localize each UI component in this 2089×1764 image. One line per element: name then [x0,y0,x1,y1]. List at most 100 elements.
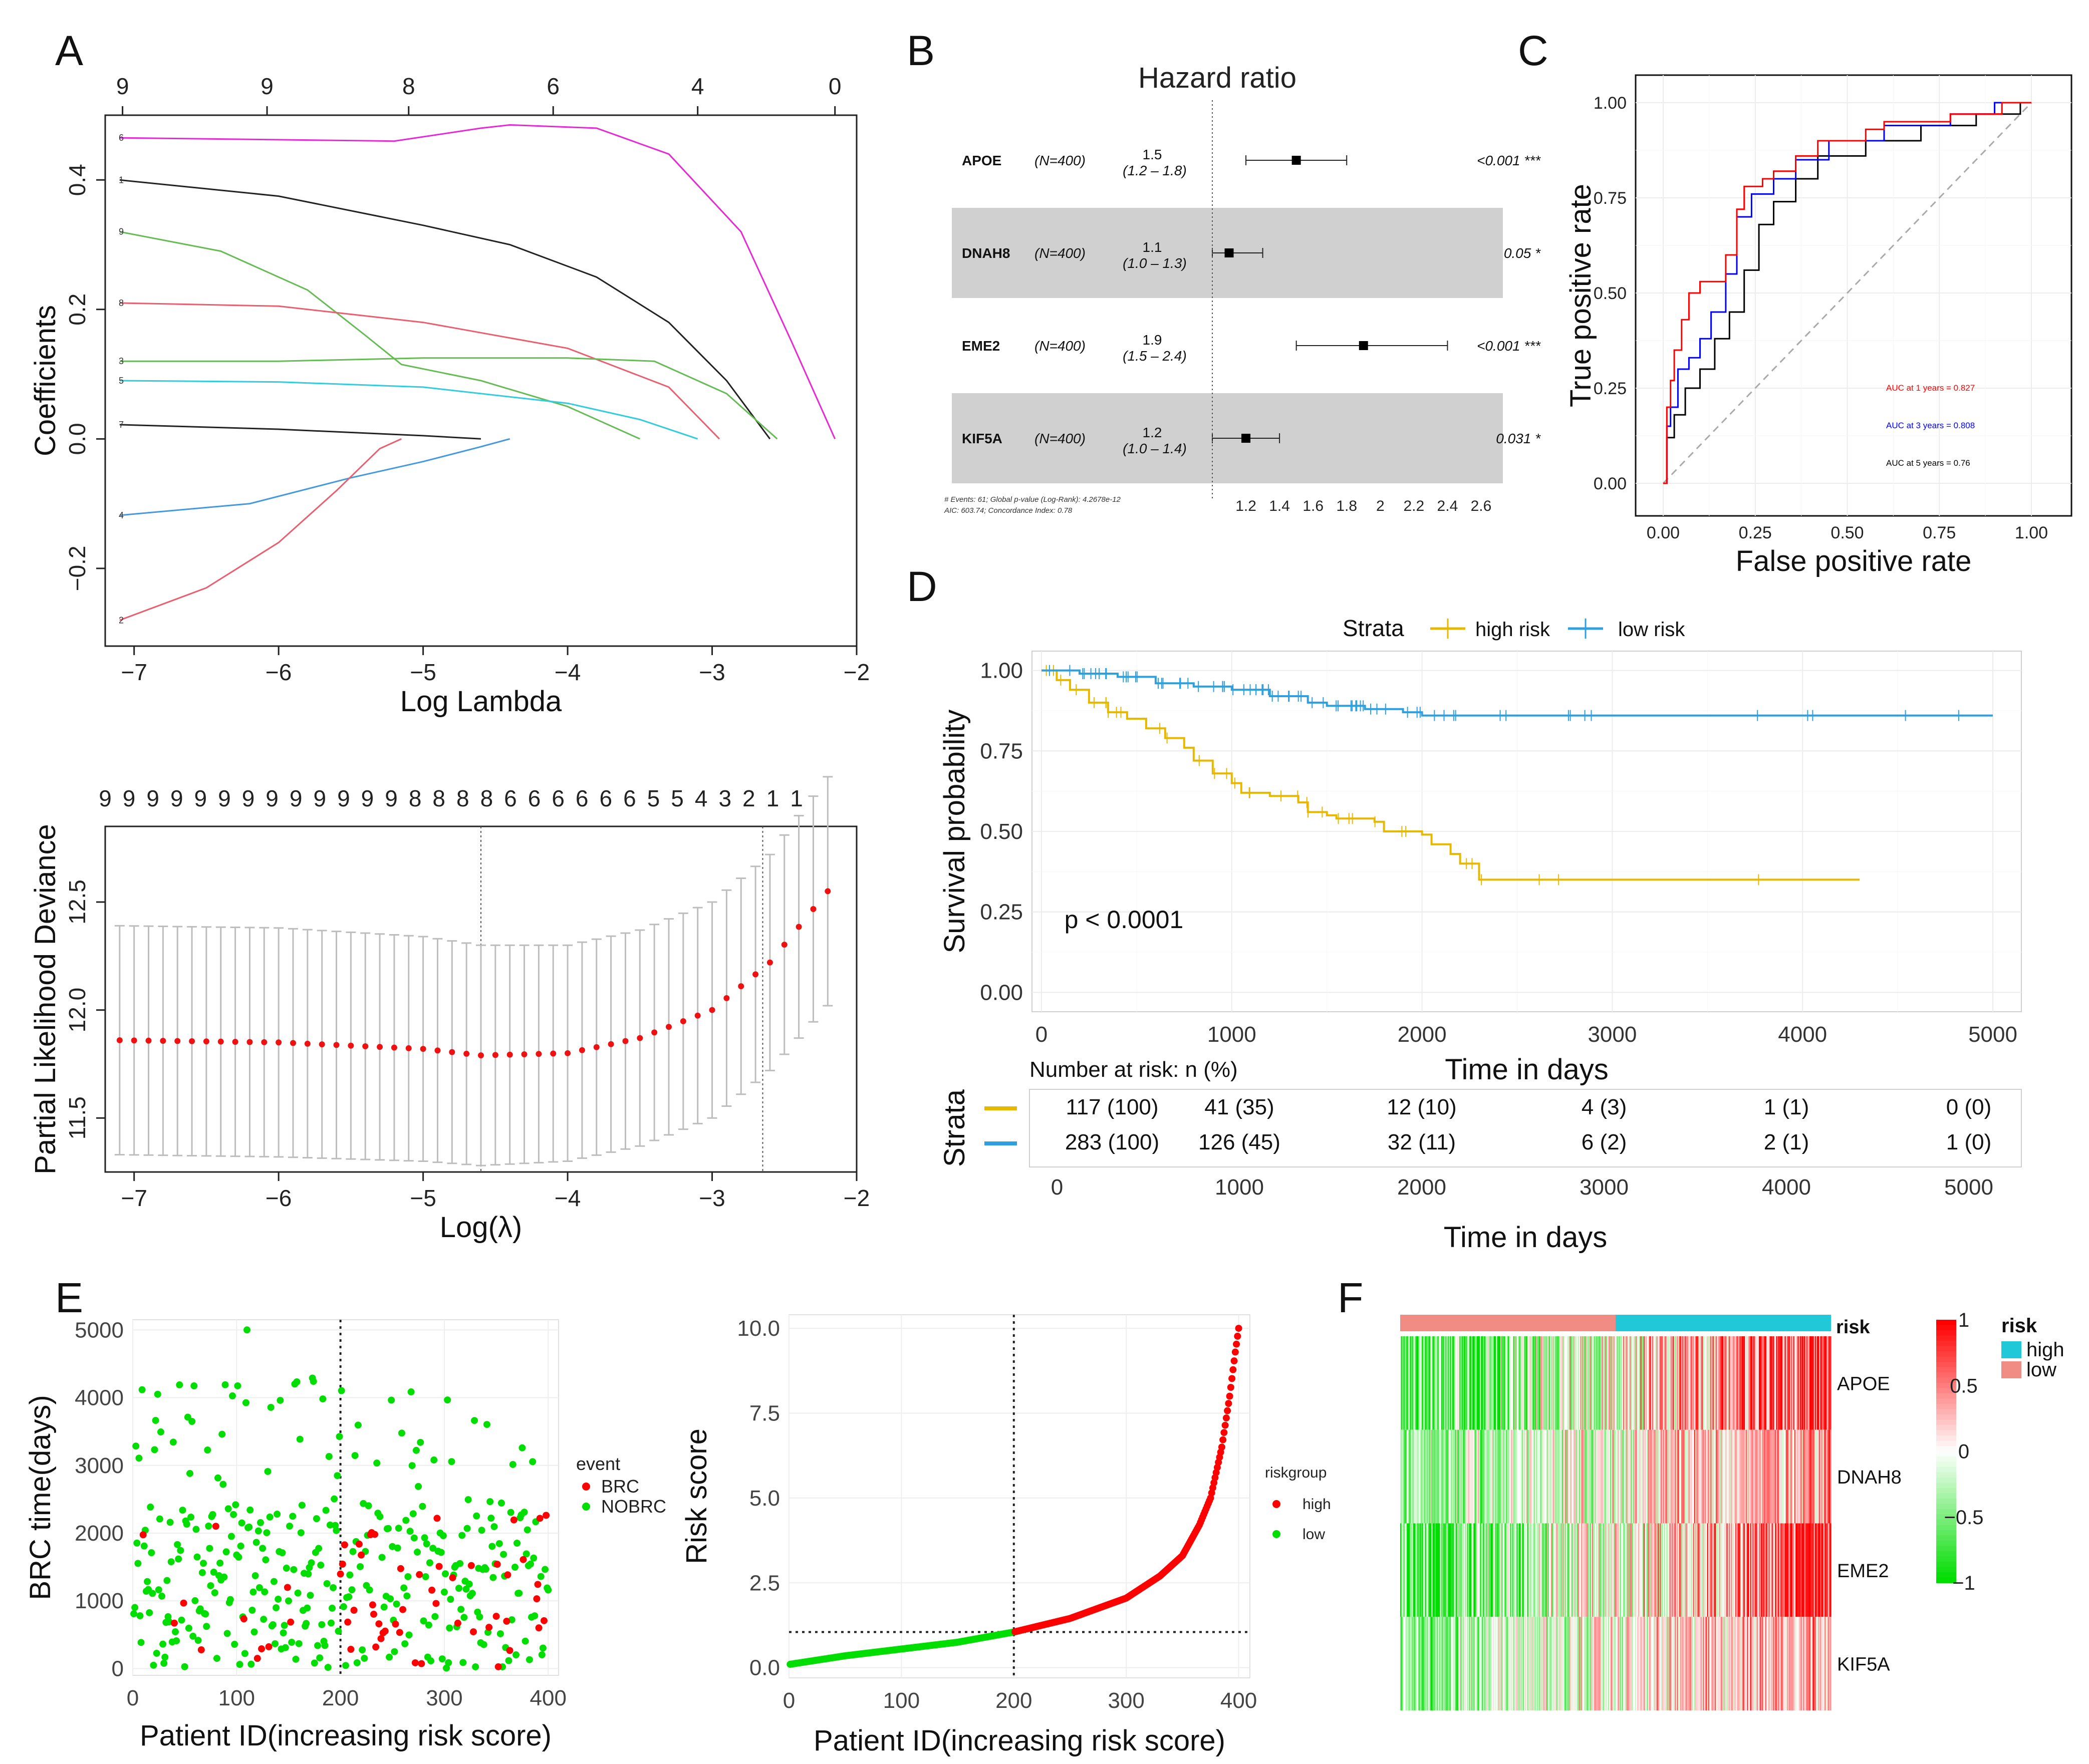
deviance-point [825,888,831,895]
nobrc-point [409,1510,417,1518]
nobrc-point [455,1585,462,1592]
nobrc-point [133,1539,141,1547]
heat-cell [1830,1336,1832,1430]
nobrc-point [131,1604,139,1611]
heat-cell [1500,1523,1502,1617]
heat-cell [1782,1617,1784,1710]
deviance-point [463,1050,470,1057]
heat-cell [1443,1336,1445,1430]
heat-cell [1513,1617,1515,1710]
heat-cell [1769,1429,1771,1524]
heat-cell [1683,1336,1685,1430]
heat-cell [1719,1336,1721,1430]
top-count-label: 5 [671,785,684,811]
nobrc-point [480,1641,487,1648]
nobrc-point [378,1554,386,1561]
heat-cell [1423,1617,1424,1710]
nobrc-point [250,1628,258,1636]
nobrc-point [260,1616,268,1623]
high-risk-point [1228,1375,1236,1382]
nobrc-point [478,1527,485,1534]
heat-cell [1810,1429,1812,1524]
heat-cell [1463,1429,1465,1524]
heat-cell [1439,1617,1441,1710]
x-tick-label: 300 [1108,1688,1144,1713]
nobrc-point [224,1505,232,1513]
heat-cell [1654,1429,1656,1524]
nobrc-point [497,1499,505,1507]
heat-cell [1470,1336,1472,1430]
heat-cell [1792,1617,1794,1710]
heat-cell [1420,1617,1422,1710]
heat-cell [1782,1429,1784,1524]
nobrc-point [387,1595,394,1603]
heat-cell [1632,1429,1633,1524]
nobrc-point [391,1648,398,1655]
top-count-label: 9 [99,785,112,811]
heat-cell [1749,1523,1751,1617]
y-axis-title: True positive rate [1564,184,1597,407]
heat-cell [1704,1429,1706,1524]
heat-cell [1786,1617,1788,1710]
heat-cell [1745,1617,1746,1710]
deviance-point [420,1046,426,1052]
heat-cell [1727,1336,1729,1430]
heat-cell [1590,1617,1592,1710]
scale-segment [1936,1488,1956,1494]
heat-cell [1574,1336,1575,1430]
nobrc-point [140,1542,148,1550]
heat-cell [1568,1523,1570,1617]
heat-cell [1590,1429,1592,1524]
heat-cell [1686,1523,1688,1617]
deviance-point [752,971,759,978]
scale-segment [1936,1541,1956,1547]
nobrc-point [319,1395,327,1403]
nobrc-point [407,1388,415,1396]
scale-segment [1936,1567,1956,1573]
nobrc-point [229,1392,236,1400]
heat-cell [1782,1523,1784,1617]
heat-cell [1539,1617,1541,1710]
heat-cell [1783,1617,1785,1710]
heat-cell [1497,1336,1499,1430]
p-label: 0.05 * [1504,245,1541,261]
heat-cell [1735,1336,1737,1430]
heat-cell [1534,1523,1536,1617]
scale-tick-label: 1 [1958,1309,1969,1331]
heat-cell [1767,1617,1769,1710]
heat-cell [1654,1617,1656,1710]
nobrc-point [417,1438,424,1446]
heat-cell [1819,1523,1821,1617]
heat-cell [1735,1617,1737,1710]
heat-cell [1579,1429,1581,1524]
x-tick-label: −2 [844,1185,870,1211]
heat-cell [1695,1617,1697,1710]
heat-cell [1777,1336,1779,1430]
heat-cell [1724,1523,1726,1617]
heat-cell [1661,1617,1663,1710]
hr-label: 1.9 [1143,332,1162,348]
scale-segment [1936,1372,1956,1378]
high-risk-point [1229,1366,1237,1373]
heat-cell [1799,1429,1801,1524]
heat-cell [1557,1429,1559,1524]
top-count-label: 9 [266,785,279,811]
heat-cell [1764,1617,1766,1710]
heat-cell [1803,1523,1804,1617]
heat-cell [1555,1523,1557,1617]
deviance-point [593,1044,600,1050]
heat-cell [1819,1429,1821,1524]
heat-cell [1776,1617,1778,1710]
heat-cell [1627,1617,1629,1710]
heat-cell [1668,1523,1670,1617]
deviance-point [160,1038,166,1044]
risk-count: 283 (100) [1065,1130,1159,1154]
heat-cell [1732,1523,1733,1617]
heat-cell [1657,1617,1659,1710]
heat-cell [1447,1523,1449,1617]
heat-cell [1739,1523,1741,1617]
heat-cell [1604,1336,1606,1430]
heat-cell [1786,1336,1788,1430]
heat-cell [1519,1429,1521,1524]
heat-cell [1547,1429,1549,1524]
